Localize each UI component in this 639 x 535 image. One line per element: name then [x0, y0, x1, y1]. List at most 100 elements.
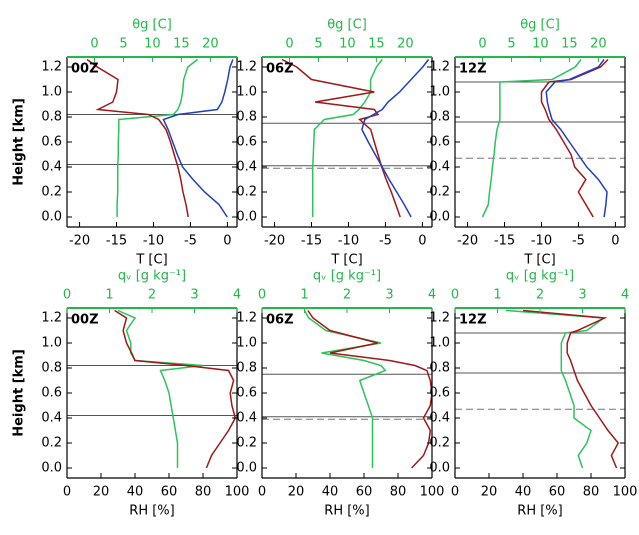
- x2-tick-label: 5: [119, 37, 127, 52]
- x-tick-label: 40: [322, 485, 339, 500]
- x-tick-label: -20: [69, 234, 90, 249]
- x2-axis-label: qᵥ [g kg⁻¹]: [118, 269, 186, 284]
- y-tick-label: 0.4: [236, 411, 257, 426]
- y-axis-label: Height [km]: [12, 349, 27, 437]
- y-tick-label: 0.6: [429, 386, 450, 401]
- x-axis-label: T [C]: [135, 253, 167, 268]
- x2-axis-label: qᵥ [g kg⁻¹]: [506, 269, 574, 284]
- profile-line: [162, 59, 234, 218]
- profile-line: [307, 310, 433, 469]
- x2-tick-label: 2: [148, 288, 156, 303]
- y-tick-label: 0.4: [429, 160, 450, 175]
- x-tick-label: 20: [93, 485, 110, 500]
- x-tick-label: 100: [225, 485, 250, 500]
- x2-axis-label: θg [C]: [327, 18, 367, 33]
- x2-tick-label: 0: [451, 288, 459, 303]
- x2-tick-label: 10: [339, 37, 356, 52]
- panel-label: 00Z: [71, 313, 99, 328]
- y-tick-label: 0.2: [429, 185, 450, 200]
- x-tick-label: 0: [63, 485, 71, 500]
- profile-line: [281, 58, 401, 218]
- profile-line: [114, 309, 237, 469]
- y-tick-label: 0.6: [236, 135, 257, 150]
- x2-tick-label: 1: [105, 288, 113, 303]
- x2-tick-label: 10: [144, 37, 161, 52]
- y-tick-label: 0.4: [41, 411, 62, 426]
- x-tick-label: 60: [161, 485, 178, 500]
- y-tick-label: 0.8: [429, 361, 450, 376]
- y-tick-label: 1.0: [236, 85, 257, 100]
- x2-tick-label: 15: [561, 37, 578, 52]
- x-tick-label: 40: [515, 485, 532, 500]
- x-tick-label: 60: [549, 485, 566, 500]
- x2-tick-label: 0: [90, 37, 98, 52]
- x-tick-label: 20: [288, 485, 305, 500]
- y-tick-label: 1.2: [429, 311, 450, 326]
- x2-tick-label: 20: [397, 37, 414, 52]
- x-tick-label: -10: [531, 234, 552, 249]
- x-tick-label: -20: [264, 234, 285, 249]
- profile-line: [540, 58, 609, 218]
- y-tick-label: 0.6: [236, 386, 257, 401]
- y-tick-label: 0.0: [429, 210, 450, 225]
- x2-tick-label: 0: [63, 288, 71, 303]
- x-tick-label: 0: [258, 485, 266, 500]
- y-tick-label: 0.8: [41, 361, 62, 376]
- x2-tick-label: 4: [621, 288, 629, 303]
- y-tick-label: 0.0: [41, 210, 62, 225]
- x2-tick-label: 1: [493, 288, 501, 303]
- x2-axis-label: θg [C]: [520, 18, 560, 33]
- y-tick-label: 0.2: [236, 185, 257, 200]
- y-tick-label: 0.6: [41, 135, 62, 150]
- x-tick-label: 100: [613, 485, 638, 500]
- x-axis-label: RH [%]: [517, 504, 562, 519]
- profile-line: [522, 309, 620, 469]
- y-tick-label: 0.8: [41, 110, 62, 125]
- y-tick-label: 0.6: [41, 386, 62, 401]
- x-tick-label: 20: [481, 485, 498, 500]
- x-axis-label: T [C]: [330, 253, 362, 268]
- x2-axis-label: θg [C]: [132, 18, 172, 33]
- panel-label: 06Z: [266, 313, 294, 328]
- x2-tick-label: 0: [258, 288, 266, 303]
- x-tick-label: 60: [356, 485, 373, 500]
- y-tick-label: 0.4: [236, 160, 257, 175]
- y-tick-label: 0.4: [41, 160, 62, 175]
- profile-line: [545, 59, 608, 218]
- y-tick-label: 1.0: [429, 85, 450, 100]
- y-tick-label: 1.0: [41, 336, 62, 351]
- panel-label: 12Z: [459, 62, 487, 77]
- x2-tick-label: 20: [590, 37, 607, 52]
- profile-line: [86, 58, 189, 218]
- x-tick-label: -10: [338, 234, 359, 249]
- y-tick-label: 0.0: [236, 210, 257, 225]
- y-tick-label: 1.2: [236, 311, 257, 326]
- x2-axis-label: qᵥ [g kg⁻¹]: [313, 269, 381, 284]
- profile-line: [311, 59, 383, 217]
- y-tick-label: 0.4: [429, 411, 450, 426]
- x2-tick-label: 15: [173, 37, 190, 52]
- x-tick-label: 80: [390, 485, 407, 500]
- x-tick-label: -15: [106, 234, 127, 249]
- y-tick-label: 1.0: [41, 85, 62, 100]
- x-axis-label: RH [%]: [324, 504, 369, 519]
- x-tick-label: -5: [379, 234, 392, 249]
- x-tick-label: -5: [572, 234, 585, 249]
- y-tick-label: 0.6: [429, 135, 450, 150]
- panel-label: 00Z: [71, 62, 99, 77]
- y-tick-label: 0.2: [41, 436, 62, 451]
- x2-tick-label: 20: [202, 37, 219, 52]
- x-axis-label: RH [%]: [129, 504, 174, 519]
- x-tick-label: 0: [611, 234, 619, 249]
- y-tick-label: 0.0: [429, 461, 450, 476]
- x-tick-label: 0: [223, 234, 231, 249]
- x-axis-label: T [C]: [523, 253, 555, 268]
- x-tick-label: -10: [143, 234, 164, 249]
- profile-line: [361, 59, 430, 218]
- y-tick-label: 1.2: [429, 60, 450, 75]
- x2-tick-label: 4: [428, 288, 436, 303]
- y-tick-label: 0.8: [429, 110, 450, 125]
- x-tick-label: 80: [195, 485, 212, 500]
- x2-tick-label: 0: [285, 37, 293, 52]
